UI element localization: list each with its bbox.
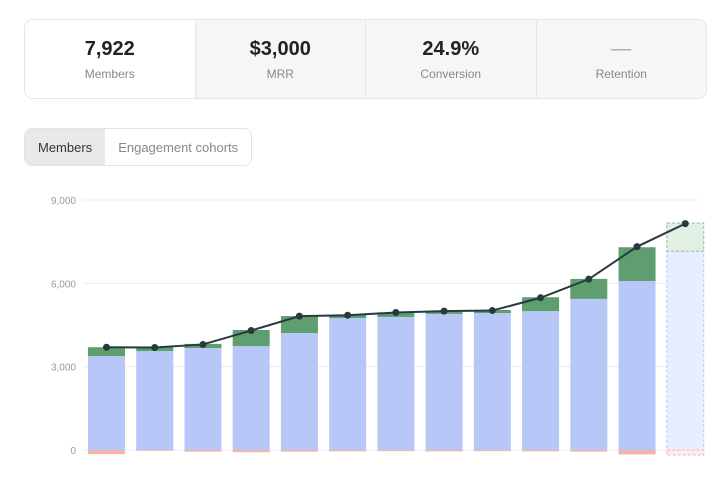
bar-churn (522, 450, 560, 452)
tab-members[interactable]: Members (25, 129, 106, 165)
bar-churn (184, 450, 222, 452)
bar-base (329, 318, 367, 450)
line-point (392, 309, 400, 316)
bar-new (666, 222, 705, 252)
bar-base (184, 348, 222, 450)
bar-base (425, 313, 463, 450)
line-point (633, 243, 641, 251)
bar-churn (473, 450, 511, 452)
bar-churn (232, 450, 270, 453)
line-point (151, 344, 159, 351)
bar-base (666, 250, 705, 451)
line-point (681, 220, 689, 228)
stat-mrr: $3,000 MRR (194, 20, 365, 98)
bar-churn (425, 450, 463, 452)
line-point (440, 307, 448, 315)
stat-conversion: 24.9% Conversion (365, 20, 536, 98)
line-point (537, 294, 545, 302)
bar-new (88, 347, 125, 357)
bar-churn (377, 450, 415, 452)
tab-engagement-cohorts[interactable]: Engagement cohorts (105, 129, 252, 165)
stats-bar: 7,922 Members $3,000 MRR 24.9% Conversion —… (24, 19, 707, 99)
y-tick-label: 3,000 (51, 363, 76, 374)
bar-new (280, 316, 318, 334)
bar-base (570, 298, 608, 450)
bar-churn (618, 450, 656, 455)
bar-churn (280, 450, 318, 452)
bar-base (473, 313, 511, 450)
bar-base (136, 351, 174, 450)
stat-members: 7,922 Members (25, 20, 195, 98)
bar-base (377, 316, 415, 450)
bar-base (88, 356, 125, 450)
bar-new (570, 278, 608, 299)
line-point (103, 343, 110, 351)
view-tabs: Members Engagement cohorts (24, 128, 253, 166)
stat-retention: — Retention (535, 20, 706, 98)
bar-churn (666, 449, 705, 456)
bar-churn (88, 450, 125, 455)
bar-base (232, 346, 270, 450)
line-point (585, 275, 593, 283)
y-tick-label: 0 (70, 446, 76, 457)
bar-new (618, 247, 656, 282)
y-tick-label: 9,000 (51, 196, 76, 207)
line-point (247, 327, 255, 335)
bar-churn (136, 450, 174, 451)
line-point (199, 340, 207, 348)
line-point (488, 307, 496, 315)
line-point (295, 312, 303, 320)
line-point (344, 311, 352, 319)
bar-base (522, 311, 560, 450)
bar-churn (329, 450, 367, 452)
bar-base (618, 281, 656, 450)
y-tick-label: 6,000 (51, 279, 76, 290)
bar-churn (570, 450, 608, 452)
bar-base (280, 333, 318, 450)
members-chart: 0 3,000 6,000 9,000 (51, 196, 705, 457)
